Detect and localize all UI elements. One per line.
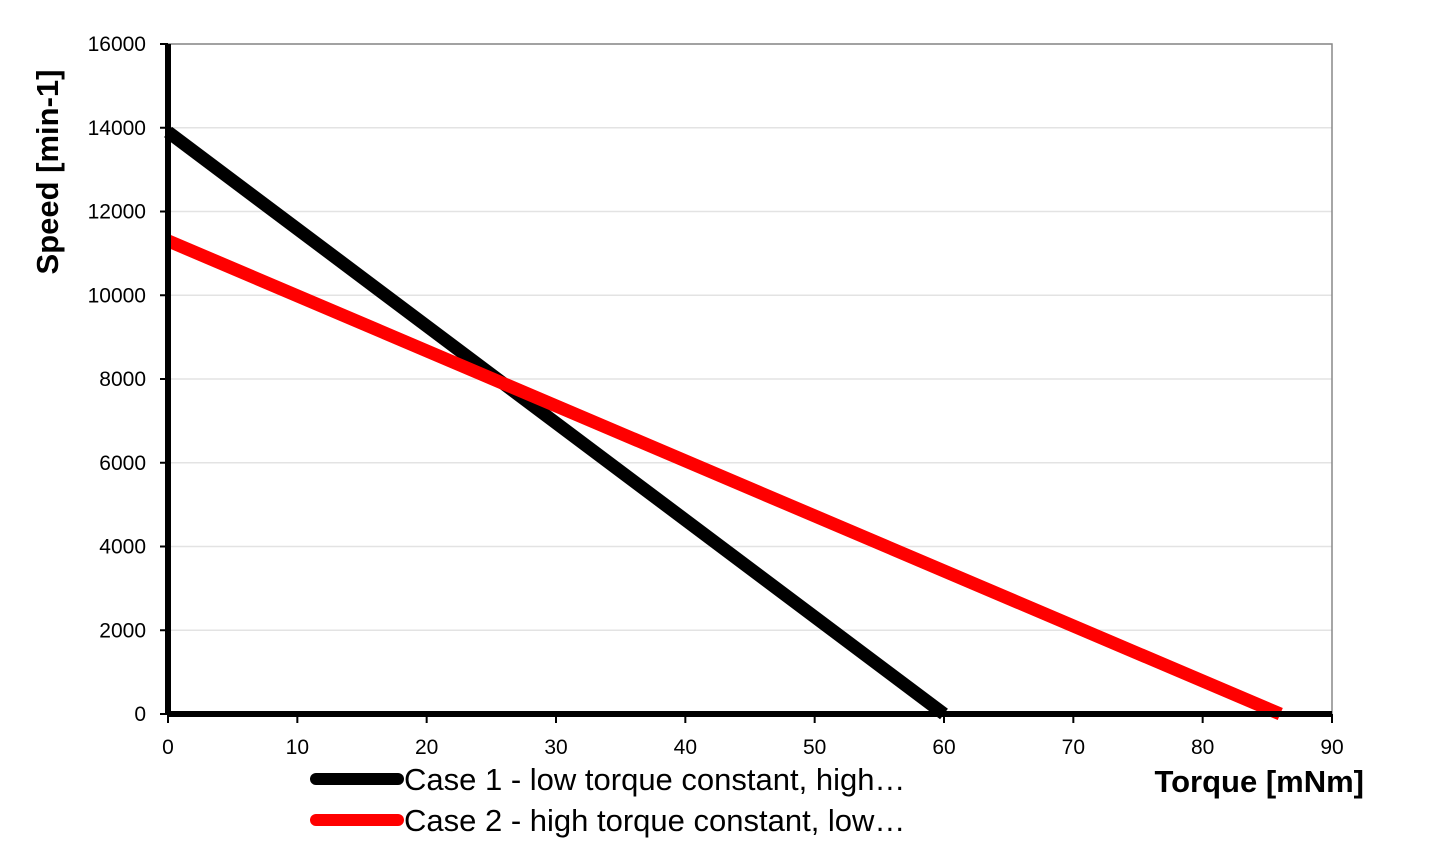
gridlines	[168, 43, 1332, 631]
y-tick-label: 6000	[99, 452, 146, 475]
y-tick-labels: 0 2000 4000 6000 8000 10000 12000 14000 16000	[88, 33, 168, 726]
x-tick-label: 0	[162, 736, 174, 759]
y-tick-label: 14000	[88, 117, 146, 140]
x-axis-title: Torque [mNm]	[1154, 764, 1364, 799]
series-line-case-1	[164, 126, 948, 720]
x-tick-label: 30	[544, 736, 567, 759]
y-tick-label: 4000	[99, 536, 146, 559]
x-tick-label: 90	[1320, 736, 1343, 759]
series-line-case-2	[165, 234, 1283, 720]
y-tick-label: 12000	[88, 201, 146, 224]
legend: Case 1 - low torque constant, high… Case …	[310, 762, 905, 838]
legend-label-case-1: Case 1 - low torque constant, high…	[404, 762, 905, 797]
x-tick-label: 50	[803, 736, 826, 759]
y-tick-label: 2000	[99, 619, 146, 642]
y-tick-label: 16000	[88, 33, 146, 56]
y-tick-label: 0	[134, 703, 146, 726]
x-tick-label: 40	[674, 736, 697, 759]
y-tick-label: 8000	[99, 368, 146, 391]
legend-label-case-2: Case 2 - high torque constant, low…	[404, 803, 905, 838]
x-tick-label: 60	[932, 736, 955, 759]
y-tick-label: 10000	[88, 284, 146, 307]
x-tick-label: 80	[1191, 736, 1214, 759]
x-tick-label: 20	[415, 736, 438, 759]
x-tick-label: 70	[1062, 736, 1085, 759]
x-tick-label: 10	[286, 736, 309, 759]
y-axis-title: Speed [min-1]	[30, 70, 65, 275]
x-tick-labels: 0 10 20 30 40 50 60 70 80 90	[162, 714, 1344, 759]
series-lines	[164, 126, 1283, 720]
